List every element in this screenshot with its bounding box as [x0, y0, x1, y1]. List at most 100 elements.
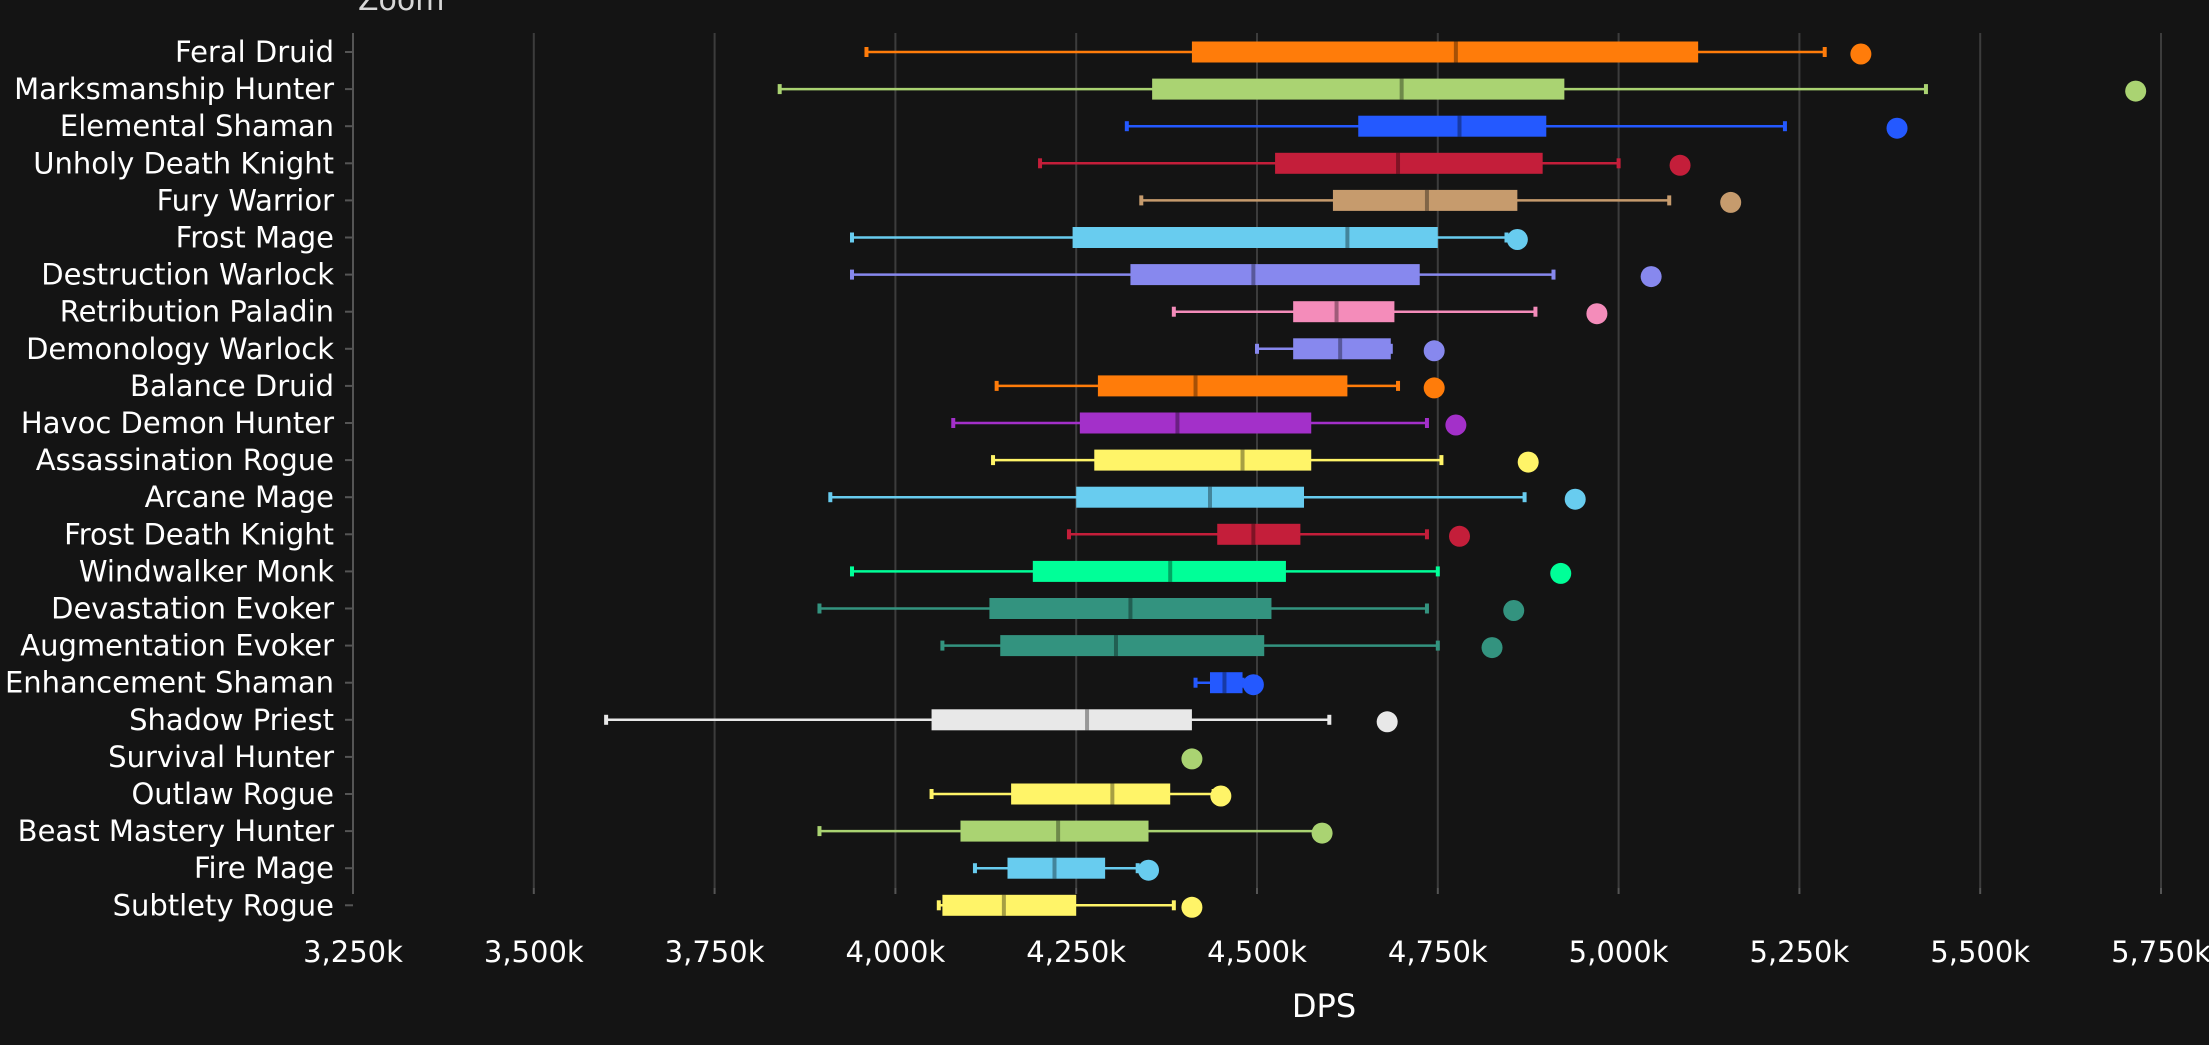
box-group: [864, 41, 1872, 65]
box-group: [1066, 523, 1470, 547]
outlier-point: [1181, 896, 1203, 918]
x-tick-label: 3,500k: [484, 935, 584, 969]
box-group: [951, 412, 1467, 436]
box-group: [994, 375, 1445, 399]
y-axis-label: Arcane Mage: [145, 480, 334, 514]
y-axis-label: Enhancement Shaman: [5, 666, 334, 700]
zoom-label[interactable]: Zoom: [358, 0, 444, 18]
box-group: [972, 857, 1160, 881]
outlier-point: [1445, 414, 1467, 436]
box-group: [991, 449, 1539, 473]
box-iqr: [1000, 635, 1265, 657]
box-iqr: [1011, 783, 1171, 805]
box-group: [936, 894, 1203, 918]
outlier-point: [1886, 117, 1908, 139]
box-iqr: [1209, 672, 1243, 694]
box-group: [1139, 189, 1742, 213]
outlier-point: [1720, 191, 1742, 213]
outlier-point: [1550, 562, 1572, 584]
y-axis-label: Feral Druid: [175, 35, 334, 69]
outlier-point: [1564, 488, 1586, 510]
box-iqr: [1191, 41, 1699, 63]
outlier-point: [1506, 229, 1528, 250]
box-group: [817, 820, 1333, 844]
y-axis-label: Havoc Demon Hunter: [21, 406, 334, 440]
y-axis-label: Beast Mastery Hunter: [18, 814, 334, 848]
outlier-point: [2125, 80, 2147, 102]
outlier-point: [1423, 340, 1445, 362]
y-axis-label: Elemental Shaman: [60, 109, 334, 143]
y-axis-label: Shadow Priest: [129, 703, 334, 737]
box-iqr: [1097, 375, 1348, 397]
outlier-point: [1503, 600, 1525, 621]
outlier-point: [1138, 859, 1160, 881]
box-group: [1171, 301, 1608, 325]
y-axis-label: Fury Warrior: [157, 183, 335, 217]
y-axis-label: Augmentation Evoker: [20, 629, 334, 663]
outlier-point: [1376, 711, 1398, 733]
box-group: [850, 227, 1528, 250]
box-series: [604, 41, 2147, 918]
box-group: [1255, 338, 1445, 362]
outlier-point: [1311, 822, 1333, 844]
box-iqr: [960, 820, 1149, 842]
y-axis-label: Marksmanship Hunter: [14, 72, 334, 106]
y-axis-label: Unholy Death Knight: [33, 146, 334, 180]
box-group: [929, 783, 1232, 807]
box-iqr: [1332, 189, 1518, 211]
box-iqr: [989, 598, 1272, 619]
box-iqr: [1130, 264, 1420, 286]
box-iqr: [1094, 449, 1312, 471]
box-iqr: [1293, 338, 1391, 360]
box-iqr: [1358, 115, 1547, 137]
x-tick-label: 4,000k: [845, 935, 945, 969]
box-group: [604, 709, 1398, 733]
outlier-point: [1242, 674, 1264, 696]
x-tick-label: 5,750k: [2111, 935, 2209, 969]
y-axis-label: Destruction Warlock: [41, 258, 334, 292]
x-axis-tick-labels: 3,250k 3,500k 3,750k 4,000k 4,250k 4,500k 4,75…: [303, 935, 2209, 969]
box-group: [850, 560, 1572, 584]
box-iqr: [931, 709, 1192, 731]
x-tick-label: 4,500k: [1207, 935, 1307, 969]
box-iqr: [1076, 486, 1305, 508]
box-group: [1181, 748, 1203, 770]
x-tick-label: 5,500k: [1930, 935, 2030, 969]
y-axis-label: Assassination Rogue: [36, 443, 334, 477]
box-group: [777, 78, 2147, 102]
box-group: [828, 486, 1586, 510]
outlier-point: [1669, 154, 1691, 176]
x-tick-label: 5,250k: [1749, 935, 1849, 969]
box-iqr: [1217, 523, 1301, 545]
box-group: [1038, 152, 1691, 176]
y-axis-label: Fire Mage: [194, 851, 334, 885]
box-iqr: [1293, 301, 1395, 323]
y-axis-label: Frost Mage: [176, 221, 334, 255]
box-group: [1193, 672, 1264, 696]
y-axis-label: Demonology Warlock: [26, 332, 334, 366]
y-axis-label: Retribution Paladin: [60, 295, 334, 329]
box-group: [940, 635, 1503, 659]
box-iqr: [1032, 560, 1286, 582]
box-iqr: [942, 894, 1077, 916]
y-axis-label: Subtlety Rogue: [113, 888, 334, 922]
outlier-point: [1640, 266, 1662, 288]
x-tick-label: 3,250k: [303, 935, 403, 969]
box-iqr: [1152, 78, 1565, 100]
box-group: [1124, 115, 1908, 139]
outlier-point: [1181, 748, 1203, 770]
y-axis-label: Devastation Evoker: [51, 592, 334, 626]
outlier-point: [1586, 303, 1608, 325]
box-iqr: [1079, 412, 1312, 434]
box-iqr: [1072, 227, 1438, 248]
box-group: [850, 264, 1662, 288]
y-axis-label: Survival Hunter: [108, 740, 334, 774]
y-axis-label: Outlaw Rogue: [131, 777, 334, 811]
x-tick-label: 5,000k: [1569, 935, 1669, 969]
y-axis-label: Balance Druid: [130, 369, 334, 403]
box-iqr: [1275, 152, 1543, 174]
outlier-point: [1850, 43, 1872, 65]
outlier-point: [1448, 525, 1470, 547]
